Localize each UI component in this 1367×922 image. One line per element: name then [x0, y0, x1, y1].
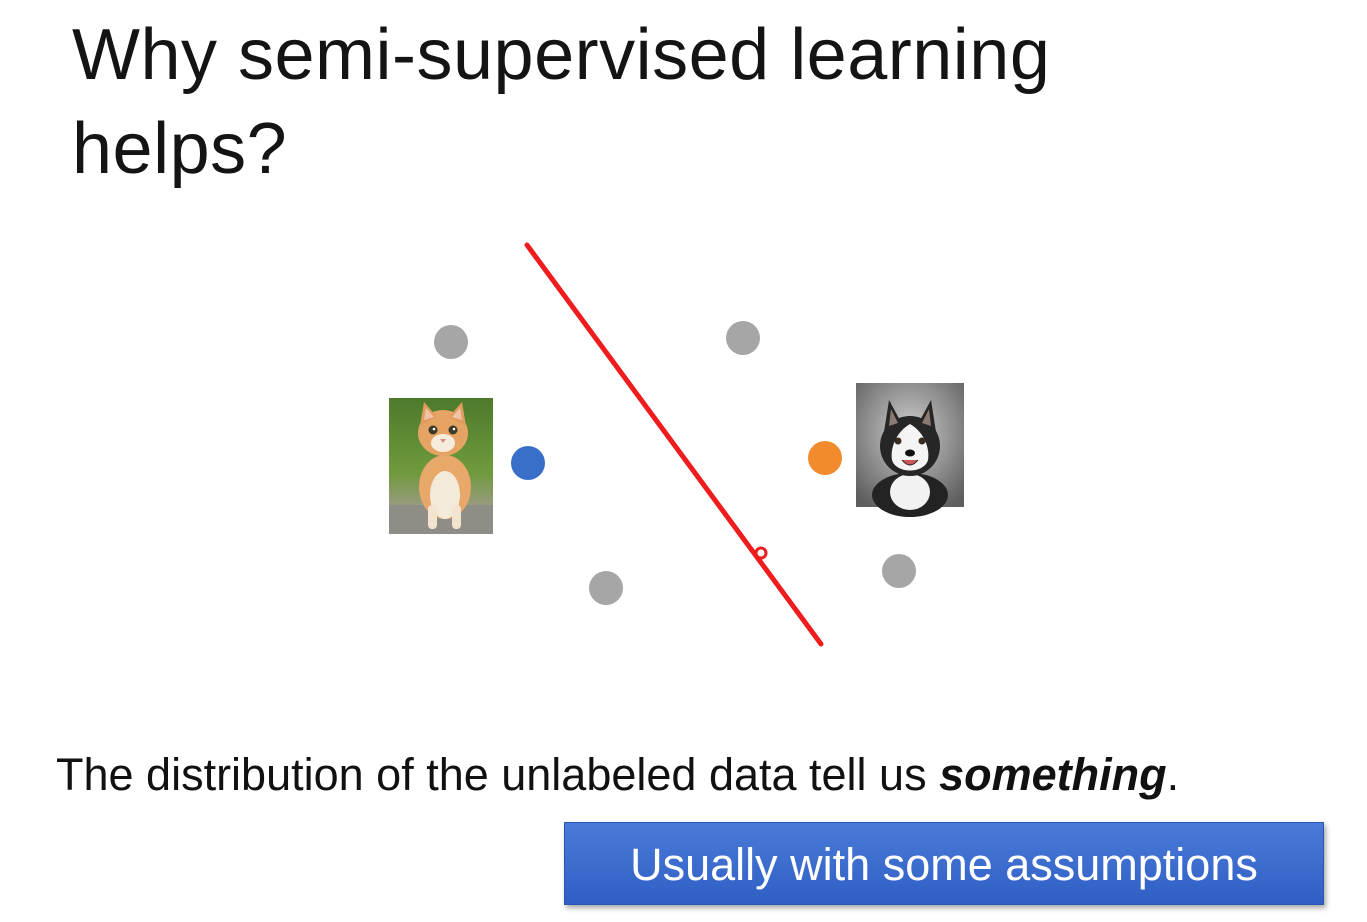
dog-image: [856, 383, 964, 517]
caption-period: .: [1166, 749, 1180, 800]
caption-text: The distribution of the unlabeled data t…: [56, 749, 940, 800]
labeled-point-cat: [511, 446, 545, 480]
assumption-callout: Usually with some assumptions: [564, 822, 1324, 905]
cursor-marker: [754, 546, 768, 560]
unlabeled-point: [882, 554, 916, 588]
caption-emphasis: something: [939, 749, 1167, 800]
cat-image: [389, 398, 493, 534]
slide-title: Why semi-supervised learning helps?: [72, 15, 1051, 189]
labeled-point-dog: [808, 441, 842, 475]
unlabeled-point: [726, 321, 760, 355]
decision-boundary: [524, 242, 824, 647]
caption: The distribution of the unlabeled data t…: [56, 745, 1356, 805]
unlabeled-point: [589, 571, 623, 605]
unlabeled-point: [434, 325, 468, 359]
